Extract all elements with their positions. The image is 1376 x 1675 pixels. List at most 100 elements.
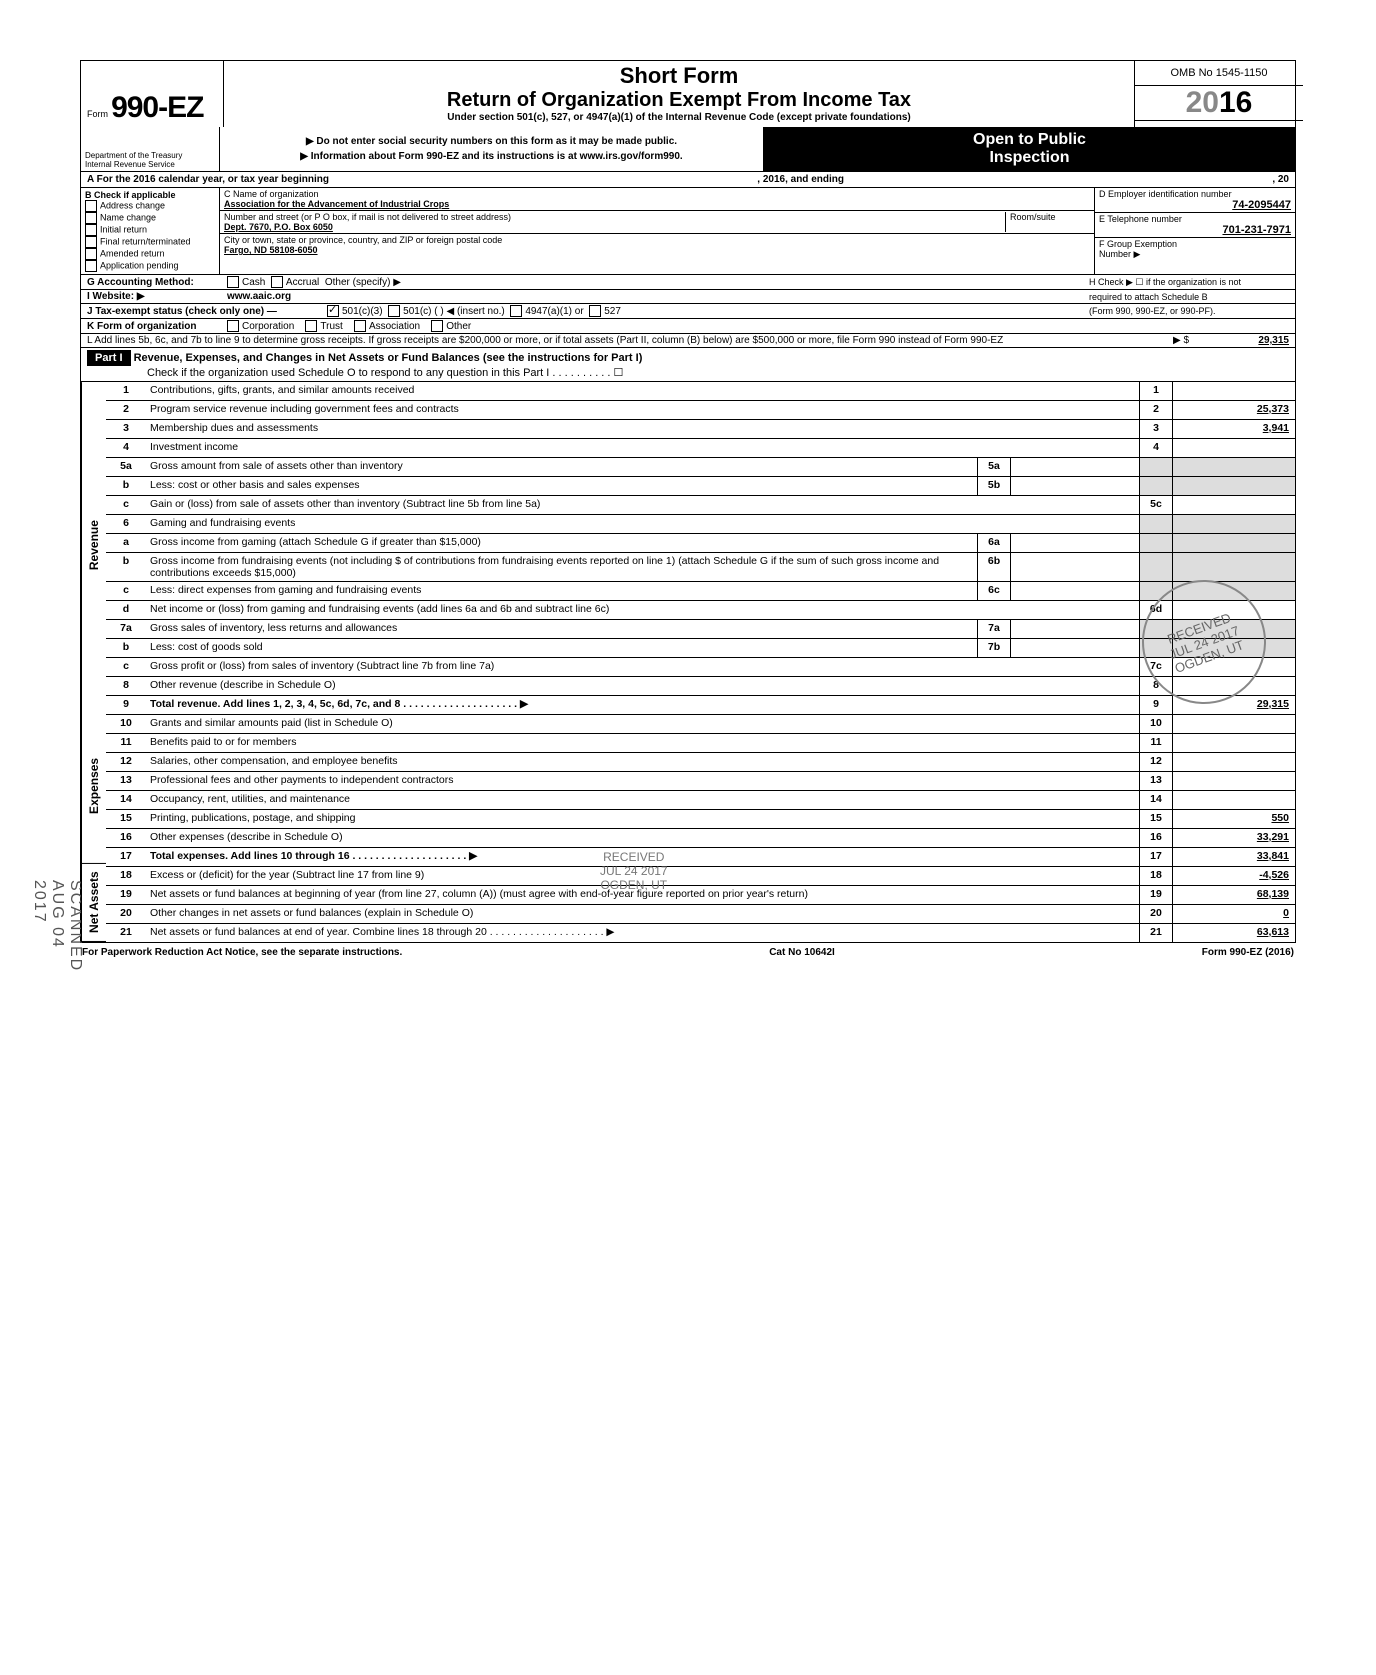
mid-line-value	[1011, 639, 1139, 657]
open-line1: Open to Public	[766, 131, 1293, 149]
check-label: Address change	[100, 200, 165, 210]
f-label: F Group Exemption	[1099, 239, 1291, 249]
table-row: 4Investment income4	[106, 439, 1295, 458]
checkbox[interactable]	[85, 260, 97, 272]
line-number: 8	[106, 677, 146, 693]
right-line-number: 4	[1139, 439, 1173, 457]
accrual-checkbox[interactable]	[271, 276, 283, 288]
right-line-number: 11	[1139, 734, 1173, 752]
row-k: K Form of organization Corporation Trust…	[80, 319, 1296, 334]
right-line-value	[1173, 601, 1295, 619]
line-description: Other expenses (describe in Schedule O)	[146, 829, 1139, 847]
line-description: Other changes in net assets or fund bala…	[146, 905, 1139, 923]
4947-checkbox[interactable]	[510, 305, 522, 317]
checkbox[interactable]	[85, 200, 97, 212]
row-i: I Website: ▶ www.aaic.org required to at…	[80, 290, 1296, 304]
table-row: bGross income from fundraising events (n…	[106, 553, 1295, 582]
right-line-value: 25,373	[1173, 401, 1295, 419]
part1-title: Revenue, Expenses, and Changes in Net As…	[134, 352, 643, 364]
table-row: 8Other revenue (describe in Schedule O)8	[106, 677, 1295, 696]
check-label: Name change	[100, 212, 156, 222]
expenses-side-label: Expenses	[81, 709, 106, 864]
f-label2: Number ▶	[1099, 249, 1291, 260]
part1-table: Revenue Expenses Net Assets 1Contributio…	[80, 382, 1296, 943]
header-row: Form 990-EZ Short Form Return of Organiz…	[80, 60, 1296, 127]
checkbox[interactable]	[85, 224, 97, 236]
room-suite: Room/suite	[1005, 212, 1090, 232]
bcdef-block: B Check if applicable Address change Name…	[80, 188, 1296, 275]
checkbox[interactable]	[85, 236, 97, 248]
open-to-public: Open to Public Inspection	[764, 127, 1295, 171]
line-number: 19	[106, 886, 146, 902]
cash-checkbox[interactable]	[227, 276, 239, 288]
line-number: a	[106, 534, 146, 550]
form-990ez: SCANNED AUG 04 2017 Form 990-EZ Short Fo…	[80, 60, 1296, 962]
table-row: 14Occupancy, rent, utilities, and mainte…	[106, 791, 1295, 810]
checkbox[interactable]	[85, 248, 97, 260]
check-item: Address change	[85, 200, 215, 212]
line-description: Printing, publications, postage, and shi…	[146, 810, 1139, 828]
table-row: dNet income or (loss) from gaming and fu…	[106, 601, 1295, 620]
line-number: 3	[106, 420, 146, 436]
right-line-value	[1173, 734, 1295, 752]
table-row: 15Printing, publications, postage, and s…	[106, 810, 1295, 829]
right-line-number: 8	[1139, 677, 1173, 695]
corp-checkbox[interactable]	[227, 320, 239, 332]
g-cash: Cash	[242, 277, 265, 288]
line-description: Salaries, other compensation, and employ…	[146, 753, 1139, 771]
line-description: Grants and similar amounts paid (list in…	[146, 715, 1139, 733]
check-item: Final return/terminated	[85, 236, 215, 248]
year-prefix: 20	[1186, 86, 1219, 119]
501c-checkbox[interactable]	[388, 305, 400, 317]
c-city-row: City or town, state or province, country…	[220, 234, 1094, 256]
table-row: 6Gaming and fundraising events	[106, 515, 1295, 534]
line-number: d	[106, 601, 146, 617]
line-description: Gaming and fundraising events	[146, 515, 1139, 533]
info-link: ▶ Information about Form 990-EZ and its …	[228, 151, 755, 162]
checkbox[interactable]	[85, 212, 97, 224]
k-assoc: Association	[369, 321, 420, 332]
assoc-checkbox[interactable]	[354, 320, 366, 332]
right-line-value	[1173, 772, 1295, 790]
right-line-number: 19	[1139, 886, 1173, 904]
right-line-number: 14	[1139, 791, 1173, 809]
mid-line-number: 6b	[977, 553, 1011, 581]
line-number: 20	[106, 905, 146, 921]
form-number-cell: Form 990-EZ	[81, 61, 224, 127]
l-value: 29,315	[1189, 335, 1289, 346]
shaded-cell	[1173, 620, 1295, 638]
line-description: Net income or (loss) from gaming and fun…	[146, 601, 1139, 619]
check-label: Application pending	[100, 260, 179, 270]
b-label: B Check if applicable	[85, 190, 215, 200]
line-description: Gross income from fundraising events (no…	[146, 553, 977, 581]
501c3-checkbox[interactable]	[327, 305, 339, 317]
g-other: Other (specify) ▶	[325, 277, 401, 288]
open-line2: Inspection	[766, 149, 1293, 167]
c-label: C Name of organization	[224, 189, 1090, 199]
right-line-value: 63,613	[1173, 924, 1295, 942]
check-label: Amended return	[100, 248, 165, 258]
phone-value: 701-231-7971	[1099, 224, 1291, 236]
short-form-title: Short Form	[232, 63, 1126, 89]
right-line-number: 15	[1139, 810, 1173, 828]
mid-line-value	[1011, 534, 1139, 552]
mid-line-number: 7b	[977, 639, 1011, 657]
right-line-number: 6d	[1139, 601, 1173, 619]
trust-checkbox[interactable]	[305, 320, 317, 332]
website-value: www.aaic.org	[227, 291, 291, 302]
line-number: 11	[106, 734, 146, 750]
j-501c3: 501(c)(3)	[342, 306, 383, 317]
line-number: 12	[106, 753, 146, 769]
part1-label: Part I	[87, 350, 131, 366]
shaded-cell	[1139, 477, 1173, 495]
row-l: L Add lines 5b, 6c, and 7b to line 9 to …	[80, 334, 1296, 348]
shaded-cell	[1173, 639, 1295, 657]
right-line-value: 33,841	[1173, 848, 1295, 866]
table-row: 12Salaries, other compensation, and empl…	[106, 753, 1295, 772]
line-description: Contributions, gifts, grants, and simila…	[146, 382, 1139, 400]
527-checkbox[interactable]	[589, 305, 601, 317]
form-number: 990-EZ	[111, 91, 203, 124]
other-checkbox[interactable]	[431, 320, 443, 332]
right-line-number: 2	[1139, 401, 1173, 419]
f-group: F Group Exemption Number ▶	[1095, 238, 1295, 261]
